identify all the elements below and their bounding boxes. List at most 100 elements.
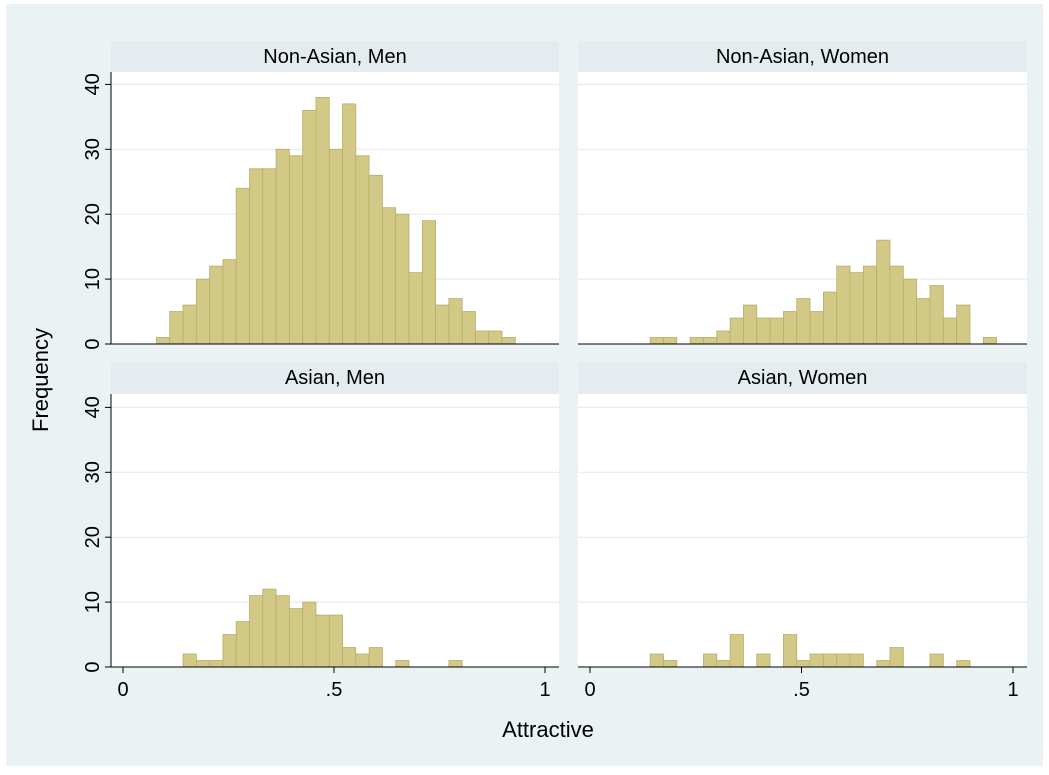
histogram-bar	[982, 337, 998, 345]
histogram-bar	[235, 187, 250, 345]
histogram-bar	[262, 588, 277, 668]
histogram-bar	[209, 265, 224, 345]
histogram-bar	[328, 614, 343, 668]
histogram-bar	[368, 174, 383, 345]
plot-area	[578, 394, 1027, 667]
histogram-bar	[182, 653, 197, 668]
histogram-bar	[849, 653, 864, 668]
histogram-bar	[729, 634, 744, 668]
x-tick-label: 1	[539, 679, 550, 701]
histogram-bar	[156, 337, 171, 345]
histogram-bar	[729, 317, 744, 345]
panel-title: Asian, Men	[285, 367, 385, 389]
histogram-bar	[663, 660, 678, 668]
histogram-bar	[195, 278, 211, 345]
histogram-bar	[783, 311, 798, 345]
histogram-bar	[796, 660, 811, 668]
histogram-bar	[355, 653, 370, 668]
histogram-bar	[822, 291, 838, 345]
histogram-bar	[889, 647, 904, 668]
histogram-bar	[889, 265, 904, 345]
histogram-bar	[195, 660, 211, 668]
histogram-bar	[288, 608, 304, 668]
panel-title: Asian, Women	[738, 367, 868, 389]
histogram-bar	[395, 660, 410, 668]
histogram-bar	[169, 311, 184, 345]
histogram-bar	[302, 601, 317, 668]
histogram-bar	[942, 317, 958, 345]
panel-header	[111, 41, 559, 72]
panel-4: Asian, Women 0 .5 1	[578, 362, 1027, 701]
histogram-bar	[716, 330, 731, 345]
histogram-bar	[689, 337, 704, 345]
y-tick-label: 30	[82, 138, 104, 160]
histogram-bar	[288, 155, 304, 345]
histogram-bar	[756, 317, 771, 345]
histogram-bar	[743, 304, 758, 345]
histogram-bar	[769, 317, 784, 345]
histogram-bar	[315, 96, 330, 345]
y-tick-label: 0	[82, 338, 104, 349]
y-tick-label: 0	[82, 661, 104, 672]
histogram-bar	[182, 304, 197, 345]
histogram-bar	[448, 298, 463, 345]
histogram-bar	[916, 298, 931, 345]
panel-header	[578, 362, 1027, 394]
histogram-bar	[956, 660, 971, 668]
histogram-bar	[475, 330, 490, 345]
histogram-bar	[275, 595, 290, 668]
y-tick-label: 40	[82, 396, 104, 418]
histogram-bar	[435, 304, 450, 345]
x-tick-label: 0	[584, 679, 595, 701]
panel-header	[111, 362, 559, 394]
y-tick-label: 30	[82, 461, 104, 483]
histogram-bar	[275, 148, 290, 345]
histogram-bar	[249, 595, 264, 668]
x-tick-label: .5	[326, 679, 343, 701]
histogram-bar	[395, 213, 410, 345]
panel-1: Non-Asian, Men 0 10 20 30 40	[82, 41, 559, 350]
histogram-bar	[716, 660, 731, 668]
histogram-bar	[501, 337, 516, 345]
x-tick-label: 1	[1007, 679, 1018, 701]
histogram-bar	[796, 298, 811, 345]
panel-2: Non-Asian, Women	[578, 41, 1027, 345]
histogram-bar	[315, 614, 330, 668]
histogram-bar	[902, 278, 918, 345]
histogram-bar	[862, 265, 878, 345]
histogram-bar	[876, 660, 891, 668]
y-tick-label: 20	[82, 526, 104, 548]
histogram-bar	[222, 259, 237, 345]
histogram-bar	[302, 109, 317, 345]
histogram-bar	[836, 653, 851, 668]
panel-3: Asian, Men 0 10 20 30 40 0 .5 1	[82, 362, 559, 701]
histogram-bar	[342, 647, 357, 668]
y-axis-label: Frequency	[28, 328, 53, 432]
histogram-bar	[342, 103, 357, 345]
histogram-bar	[368, 647, 383, 668]
histogram-bar	[822, 653, 838, 668]
panel-title: Non-Asian, Women	[716, 46, 889, 68]
histogram-bar	[355, 155, 370, 345]
histogram-bar	[461, 311, 476, 345]
y-tick-label: 40	[82, 73, 104, 95]
histogram-bar	[929, 285, 944, 345]
panel-header	[578, 41, 1027, 72]
histogram-bar	[421, 220, 436, 345]
histogram-bar	[222, 634, 237, 668]
histogram-bar	[756, 653, 771, 668]
histogram-bar	[876, 239, 891, 345]
y-tick-label: 10	[82, 591, 104, 613]
histogram-bar	[849, 272, 864, 345]
y-tick-label: 20	[82, 203, 104, 225]
histogram-bar	[262, 168, 277, 345]
x-axis-label: Attractive	[502, 717, 594, 742]
histogram-bar	[649, 653, 664, 668]
histogram-bar	[448, 660, 463, 668]
histogram-bar	[809, 311, 824, 345]
histogram-bar	[408, 272, 423, 345]
histogram-bar	[488, 330, 503, 345]
histogram-bar	[328, 148, 343, 345]
